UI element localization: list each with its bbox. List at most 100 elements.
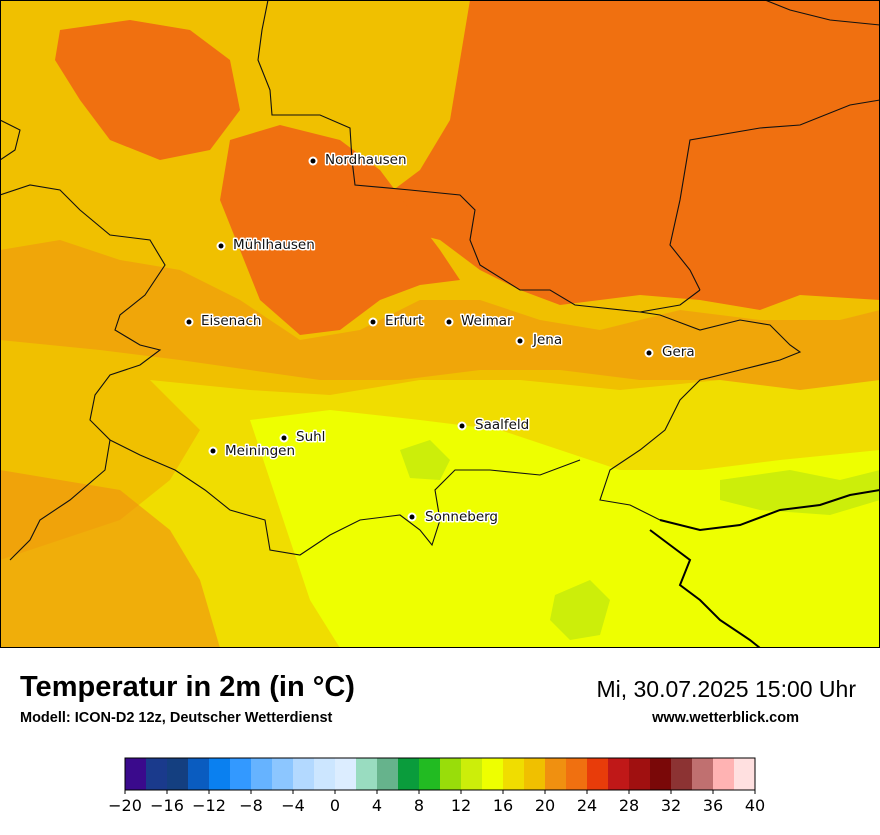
color-swatch (524, 758, 546, 790)
city-name: Eisenach (201, 313, 261, 329)
color-swatch (734, 758, 756, 790)
scale-tick-label: 16 (493, 796, 513, 815)
color-swatch (692, 758, 714, 790)
scale-tick-label: 32 (661, 796, 681, 815)
color-swatch (587, 758, 609, 790)
city-name-fill: Meiningen (225, 443, 295, 459)
scale-tick-label: 20 (535, 796, 555, 815)
city-name-fill: Saalfeld (475, 417, 529, 433)
district-border-7 (0, 119, 21, 161)
district-border-1 (257, 0, 701, 313)
city-name: Erfurt (385, 313, 423, 329)
color-scale-legend: −20 −16 −12 −8 −4 0 4 8 12 16 20 24 28 32 36 40 (0, 750, 880, 830)
color-swatch (461, 758, 483, 790)
model-info: Modell: ICON-D2 12z, Deutscher Wetterdie… (20, 710, 333, 726)
city-name: Mühlhausen (233, 237, 315, 253)
city-meiningen: Meiningen Meiningen (208, 442, 297, 461)
district-border-5 (0, 184, 166, 561)
temperature-field-greenish-patch-2 (550, 580, 610, 640)
city-name: Nordhausen (325, 152, 407, 168)
city-suhl: Suhl Suhl (279, 428, 327, 447)
color-swatch (146, 758, 168, 790)
color-swatch (293, 758, 315, 790)
scale-tick-label: −8 (239, 796, 263, 815)
city-sonneberg: Sonneberg Sonneberg (407, 508, 500, 527)
color-swatch (398, 758, 420, 790)
color-scale-ticks: −20 −16 −12 −8 −4 0 4 8 12 16 20 24 28 32 36 40 (108, 790, 765, 815)
city-gera: Gera Gera (644, 343, 696, 362)
scale-tick-label: 0 (330, 796, 340, 815)
scale-tick-label: −4 (281, 796, 305, 815)
scale-tick-label: −16 (150, 796, 184, 815)
color-swatch (482, 758, 504, 790)
color-swatch (419, 758, 441, 790)
color-swatch (188, 758, 210, 790)
temperature-field-hot-west (55, 20, 240, 160)
city-name-fill: Gera (662, 344, 695, 360)
color-swatch (503, 758, 525, 790)
scale-tick-label: −12 (192, 796, 226, 815)
scale-tick-label: 24 (577, 796, 597, 815)
color-swatch (650, 758, 672, 790)
district-border-6 (109, 439, 581, 556)
scale-tick-label: 40 (745, 796, 765, 815)
city-muehlhausen: Mühlhausen Mühlhausen (216, 236, 316, 255)
map-title: Temperatur in 2m (in °C) (20, 671, 355, 703)
scale-tick-label: 4 (372, 796, 382, 815)
color-swatch (125, 758, 147, 790)
district-border-3 (764, 0, 880, 26)
color-swatch (713, 758, 735, 790)
temperature-field-greenish-patch-1 (720, 470, 880, 515)
color-swatch (335, 758, 357, 790)
temperature-field-hot-north (380, 0, 880, 310)
scale-tick-label: 36 (703, 796, 723, 815)
city-name: Jena (532, 332, 562, 348)
city-name-fill: Jena (532, 332, 562, 348)
color-swatch (566, 758, 588, 790)
city-erfurt: Erfurt Erfurt (368, 312, 425, 331)
color-swatch (377, 758, 399, 790)
city-eisenach: Eisenach Eisenach (184, 312, 263, 331)
city-weimar: Weimar Weimar (444, 312, 515, 331)
city-nordhausen: Nordhausen Nordhausen (308, 151, 408, 170)
color-swatch (272, 758, 294, 790)
city-saalfeld: Saalfeld Saalfeld (457, 416, 531, 435)
state-border (649, 529, 761, 648)
color-swatch (209, 758, 231, 790)
temperature-field-greenish-patch-3 (400, 440, 450, 480)
color-swatch (608, 758, 630, 790)
website-link[interactable]: www.wetterblick.com (652, 710, 799, 726)
city-name-fill: Erfurt (385, 313, 423, 329)
city-name: Gera (662, 344, 695, 360)
scale-tick-label: −20 (108, 796, 142, 815)
color-swatch (440, 758, 462, 790)
color-swatch (251, 758, 273, 790)
temperature-field-orange-southwest (0, 470, 220, 648)
color-swatch (314, 758, 336, 790)
district-border-2 (669, 99, 880, 291)
scale-tick-label: 28 (619, 796, 639, 815)
city-name: Suhl (296, 429, 325, 445)
city-name: Weimar (461, 313, 513, 329)
scale-tick-label: 8 (414, 796, 424, 815)
color-swatch (230, 758, 252, 790)
city-name-fill: Weimar (461, 313, 513, 329)
color-swatch (167, 758, 189, 790)
forecast-datetime: Mi, 30.07.2025 15:00 Uhr (596, 676, 856, 702)
color-swatch (545, 758, 567, 790)
city-name-fill: Eisenach (201, 313, 261, 329)
scale-tick-label: 12 (451, 796, 471, 815)
color-scale-swatches (124, 757, 756, 791)
city-name: Meiningen (225, 443, 295, 459)
temperature-field-warm-band (0, 240, 880, 400)
city-name-fill: Suhl (296, 429, 325, 445)
state-border-east (659, 489, 880, 532)
city-name: Sonneberg (425, 509, 498, 525)
color-swatch (629, 758, 651, 790)
city-jena: Jena Jena (515, 331, 564, 350)
city-name: Saalfeld (475, 417, 529, 433)
city-name-fill: Mühlhausen (233, 237, 315, 253)
color-swatch (356, 758, 378, 790)
district-border-4 (599, 311, 802, 521)
color-scale-border (124, 757, 756, 791)
